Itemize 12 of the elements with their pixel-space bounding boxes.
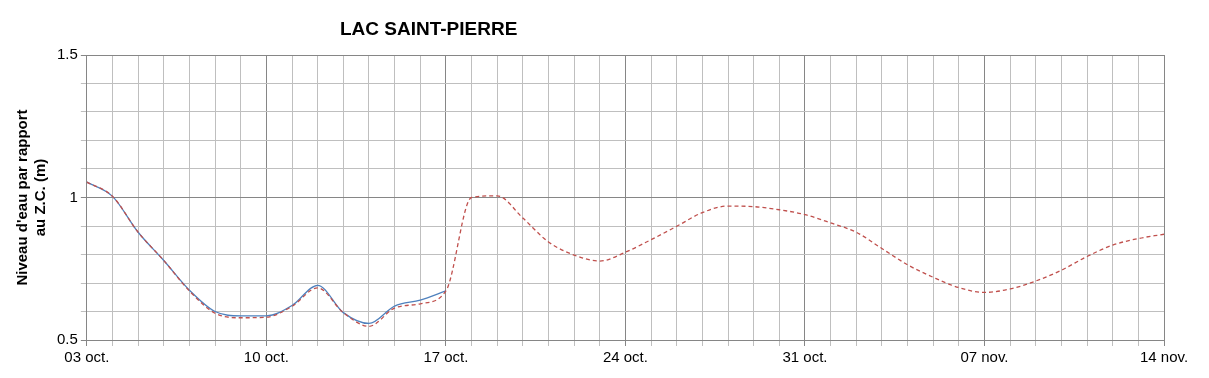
x-tick-label: 14 nov.: [1139, 348, 1189, 366]
x-tick-label: 17 oct.: [423, 348, 469, 366]
y-axis-title: Niveau d'eau par rapport au Z.C. (m): [13, 109, 49, 286]
x-tick-label: 31 oct.: [782, 348, 828, 366]
y-tick-label: 0.5: [56, 330, 78, 348]
x-tick-label: 10 oct.: [243, 348, 289, 366]
x-tick-label: 03 oct.: [64, 348, 110, 366]
x-tick-label: 07 nov.: [960, 348, 1009, 366]
y-tick-label: 1.5: [56, 45, 78, 63]
x-tick-label: 24 oct.: [602, 348, 648, 366]
y-tick-label: 1: [69, 187, 78, 205]
chart-title: LAC SAINT-PIERRE: [340, 18, 518, 40]
